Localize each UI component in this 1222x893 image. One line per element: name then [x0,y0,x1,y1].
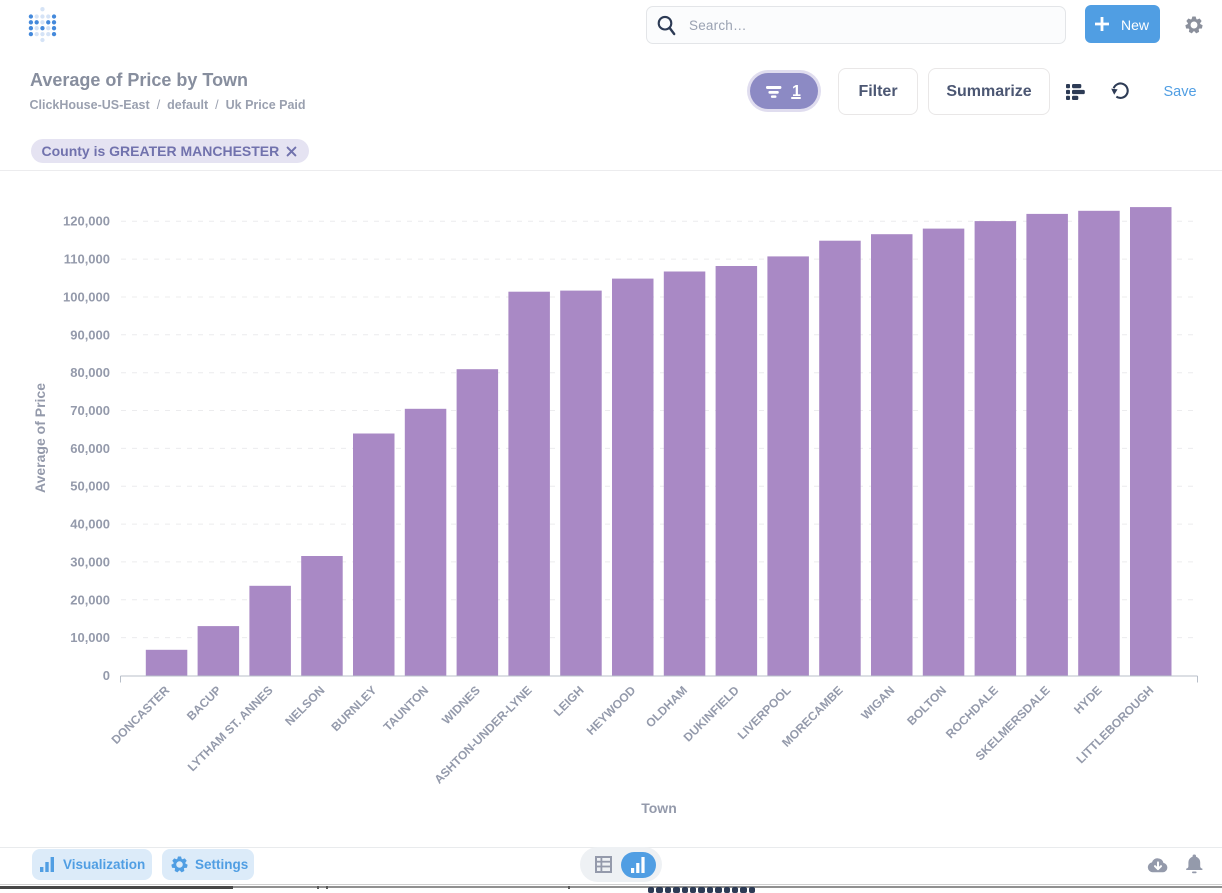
svg-text:LYTHAM ST. ANNES: LYTHAM ST. ANNES [185,683,276,774]
svg-text:LEIGH: LEIGH [551,683,587,719]
svg-text:110,000: 110,000 [64,252,110,267]
svg-text:0: 0 [103,668,110,683]
svg-text:BACUP: BACUP [184,683,224,723]
svg-text:20,000: 20,000 [70,592,110,607]
svg-text:DUKINFIELD: DUKINFIELD [681,683,743,745]
svg-text:HYDE: HYDE [1071,683,1104,716]
svg-text:30,000: 30,000 [70,554,110,569]
svg-text:50,000: 50,000 [70,479,110,494]
svg-text:80,000: 80,000 [70,365,110,380]
svg-text:BURNLEY: BURNLEY [328,683,379,734]
svg-text:40,000: 40,000 [70,517,110,532]
svg-text:60,000: 60,000 [70,441,110,456]
svg-text:WIGAN: WIGAN [858,683,897,722]
svg-text:ASHTON-UNDER-LYNE: ASHTON-UNDER-LYNE [431,683,534,786]
svg-text:OLDHAM: OLDHAM [643,683,690,730]
svg-text:70,000: 70,000 [70,403,110,418]
svg-text:TAUNTON: TAUNTON [381,683,432,734]
svg-text:BOLTON: BOLTON [904,683,949,728]
svg-text:90,000: 90,000 [70,327,110,342]
svg-text:HEYWOOD: HEYWOOD [584,683,639,738]
svg-text:100,000: 100,000 [63,290,110,305]
svg-text:Town: Town [641,800,677,816]
svg-text:10,000: 10,000 [70,630,110,645]
svg-text:Average of Price: Average of Price [32,383,48,493]
svg-text:DONCASTER: DONCASTER [109,683,173,747]
svg-text:120,000: 120,000 [63,214,110,229]
svg-text:WIDNES: WIDNES [439,683,483,727]
svg-text:NELSON: NELSON [282,683,327,728]
